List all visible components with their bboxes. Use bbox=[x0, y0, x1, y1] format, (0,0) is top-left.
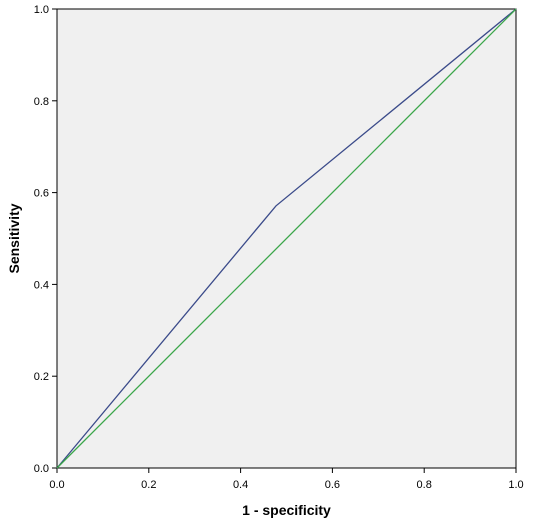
y-tick-label: 0.8 bbox=[34, 96, 49, 108]
x-tick-label: 1.0 bbox=[508, 479, 523, 491]
x-tick-label: 0.2 bbox=[141, 479, 156, 491]
x-tick-label: 0.6 bbox=[325, 479, 340, 491]
x-tick-label: 0.4 bbox=[233, 479, 248, 491]
y-tick-label: 0.6 bbox=[34, 188, 49, 200]
y-tick-label: 0.4 bbox=[34, 279, 49, 291]
series-layer bbox=[56, 8, 517, 469]
ticks-layer: 0.0 0.2 0.4 0.6 0.8 1.0 0.0 0.2 0.4 0.6 0.8 1.0 bbox=[34, 4, 524, 491]
y-tick-label: 1.0 bbox=[34, 4, 49, 16]
y-axis-title: Sensitivity bbox=[6, 203, 22, 273]
x-tick-label: 0.0 bbox=[49, 479, 64, 491]
y-tick-label: 0.0 bbox=[34, 463, 49, 475]
roc-curve-line bbox=[56, 8, 517, 469]
x-axis-title: 1 - specificity bbox=[242, 502, 331, 518]
y-tick-label: 0.2 bbox=[34, 371, 49, 383]
reference-line bbox=[56, 8, 517, 469]
x-tick-label: 0.8 bbox=[417, 479, 432, 491]
